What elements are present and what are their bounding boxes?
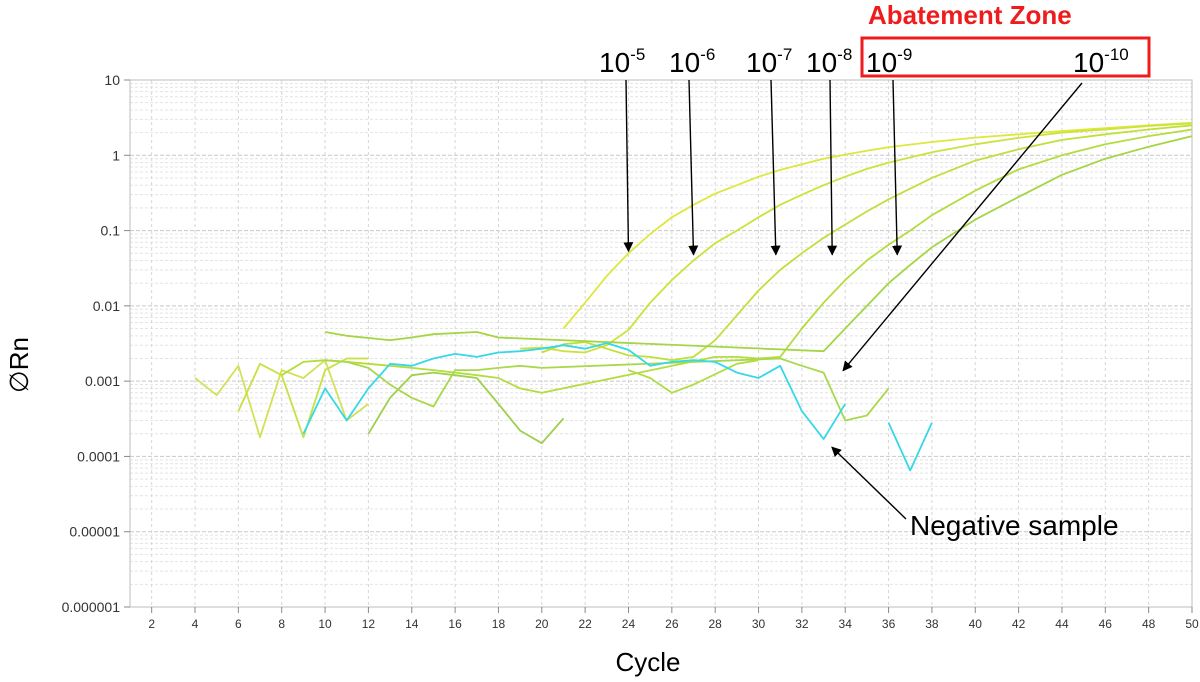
dilution-label: 10-9	[866, 45, 912, 78]
x-tick-label: 50	[1185, 617, 1199, 631]
x-tick-label: 46	[1099, 617, 1113, 631]
x-tick-label: 28	[709, 617, 723, 631]
series-line	[194, 359, 369, 439]
series-line	[325, 357, 890, 422]
x-tick-label: 48	[1142, 617, 1156, 631]
x-tick-label: 24	[622, 617, 636, 631]
x-tick-label: 40	[969, 617, 983, 631]
x-tick-label: 20	[535, 617, 549, 631]
x-tick-label: 38	[925, 617, 939, 631]
y-tick-label: 0.001	[85, 373, 120, 389]
y-axis-title: ∅Rn	[4, 337, 34, 393]
abatement-zone-box	[860, 36, 1151, 78]
dilution-base: 10	[669, 47, 700, 78]
series-line	[520, 122, 1193, 354]
series-line	[324, 135, 1193, 353]
y-tick-label: 0.00001	[69, 524, 120, 540]
y-tick-label: 0.01	[93, 298, 120, 314]
series-line	[281, 128, 1193, 394]
x-tick-label: 10	[318, 617, 332, 631]
x-tick-label: 42	[1012, 617, 1026, 631]
y-tick-label: 1	[112, 147, 120, 163]
gridlines	[130, 79, 1193, 608]
dilution-arrow	[827, 79, 838, 256]
series-line	[541, 124, 1193, 362]
x-axis-title: Cycle	[615, 647, 680, 677]
y-tick-label: 0.0001	[77, 448, 120, 464]
x-tick-label: 14	[405, 617, 419, 631]
x-axis-ticks: 2 4 6 8 10 12 14 16 18 20 22 24 26 28 30 32 34 36 38 40 42 44…	[148, 607, 1199, 631]
y-tick-label: 10	[104, 72, 120, 88]
dilution-exponent: -6	[700, 45, 715, 64]
abatement-zone-title: Abatement Zone	[868, 0, 1072, 30]
dilution-label: 10-6	[669, 45, 715, 78]
x-tick-label: 32	[795, 617, 809, 631]
x-tick-label: 18	[492, 617, 506, 631]
y-axis-ticks: 10 1 0.1 0.01 0.001 0.0001 0.00001 0.000001	[62, 72, 130, 615]
series-line	[628, 359, 759, 394]
dilution-exponent: -7	[777, 45, 792, 64]
dilution-arrow	[842, 82, 1083, 372]
dilution-base: 10	[746, 47, 777, 78]
x-tick-label: 8	[278, 617, 285, 631]
dilution-exponent: -9	[897, 45, 912, 64]
dilution-base: 10	[866, 47, 897, 78]
x-tick-label: 12	[362, 617, 376, 631]
dilution-label: 10-10	[1073, 45, 1129, 78]
series-line	[302, 342, 846, 441]
dilution-base: 10	[599, 47, 630, 78]
x-tick-label: 16	[448, 617, 462, 631]
dilution-label: 10-7	[746, 45, 792, 78]
y-tick-label: 0.000001	[62, 599, 121, 615]
plot-frame	[129, 79, 1193, 608]
series-line	[887, 422, 933, 472]
negative-sample-arrow	[831, 446, 907, 520]
dilution-exponent: -10	[1104, 45, 1129, 64]
x-tick-label: 4	[192, 617, 199, 631]
x-tick-label: 44	[1055, 617, 1069, 631]
x-tick-label: 36	[882, 617, 896, 631]
dilution-arrow	[688, 79, 699, 256]
dilution-label: 10-5	[599, 45, 645, 78]
dilution-exponent: -5	[630, 45, 645, 64]
x-tick-label: 30	[752, 617, 766, 631]
x-tick-label: 26	[665, 617, 679, 631]
dilution-exponent: -8	[837, 45, 852, 64]
x-tick-label: 2	[148, 617, 155, 631]
x-tick-label: 22	[578, 617, 592, 631]
series-line	[562, 121, 1193, 330]
dilution-base: 10	[806, 47, 837, 78]
series-line	[367, 371, 565, 445]
series-line	[237, 357, 369, 439]
dilution-label: 10-8	[806, 45, 852, 78]
dilution-arrow	[892, 79, 903, 256]
x-tick-label: 34	[839, 617, 853, 631]
dilution-arrow	[623, 79, 634, 253]
dilution-base: 10	[1073, 47, 1104, 78]
y-tick-label: 0.1	[101, 223, 121, 239]
x-tick-label: 6	[235, 617, 242, 631]
dilution-arrow	[770, 79, 781, 256]
negative-sample-label: Negative sample	[910, 510, 1119, 541]
series-lines	[194, 121, 1193, 472]
